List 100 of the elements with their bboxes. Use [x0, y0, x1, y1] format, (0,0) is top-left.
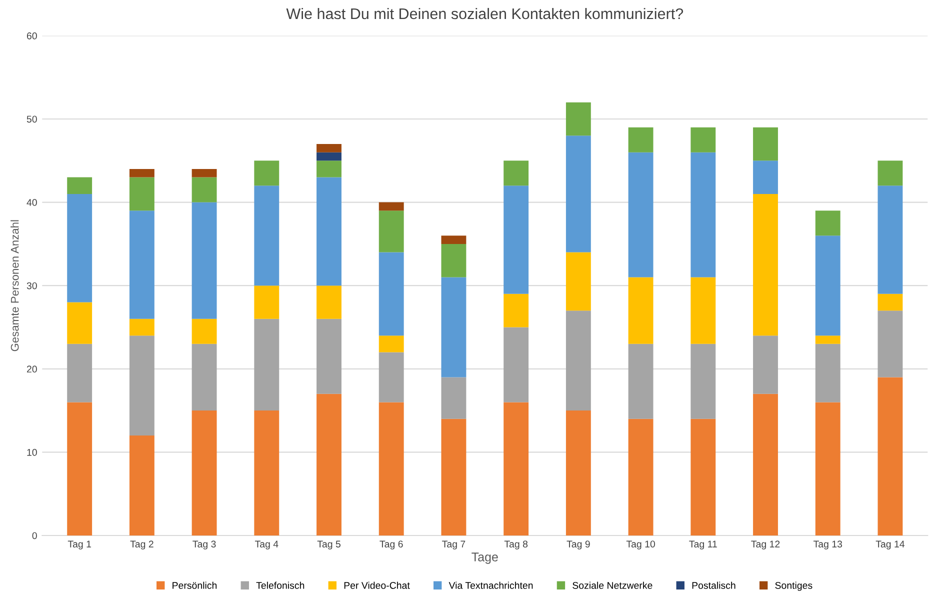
y-tick-label: 0 — [32, 532, 37, 540]
bar — [566, 252, 591, 311]
bar — [753, 394, 778, 536]
bar — [441, 377, 466, 419]
x-tick-label: Tag 6 — [380, 540, 403, 550]
y-axis-title: Gesamte Personen Anzahl — [10, 220, 19, 352]
bar — [690, 277, 716, 344]
bar — [690, 344, 716, 419]
bar — [566, 310, 591, 411]
bar — [192, 318, 217, 344]
bar — [628, 344, 654, 419]
bar — [67, 194, 92, 302]
x-tick-label: Tag 8 — [504, 540, 528, 550]
bar — [753, 336, 778, 394]
legend-label: Soziale Netzwerke — [572, 582, 652, 589]
bar — [316, 318, 342, 394]
legend-label: Sontiges — [775, 582, 812, 591]
bar — [878, 377, 903, 536]
bar — [129, 336, 154, 436]
bar — [504, 160, 529, 186]
bar — [504, 327, 529, 402]
bar — [878, 186, 903, 294]
bar — [378, 402, 404, 536]
bar — [378, 352, 404, 402]
x-tick-label: Tag 5 — [317, 540, 340, 550]
bar — [815, 344, 840, 402]
x-tick-label: Tag 2 — [130, 540, 154, 550]
bar — [504, 402, 529, 536]
y-tick-label: 10 — [27, 448, 37, 456]
bar — [316, 286, 342, 319]
bar — [192, 177, 217, 202]
bar — [566, 136, 591, 252]
bar — [441, 244, 466, 278]
x-tick-label: Tag 11 — [689, 540, 717, 550]
bar — [378, 210, 404, 252]
bar — [192, 410, 217, 536]
legend-label: Per Video-Chat — [344, 582, 410, 589]
x-tick-label: Tag 3 — [192, 540, 216, 550]
bar — [316, 177, 342, 286]
x-tick-label: Tag 14 — [876, 540, 905, 550]
legend-label: Telefonisch — [256, 582, 304, 589]
bar — [254, 410, 280, 536]
bar — [690, 152, 716, 278]
bar — [753, 194, 778, 336]
legend-label: Postalisch — [692, 582, 736, 589]
y-tick-label: 20 — [26, 366, 37, 373]
bar — [67, 302, 92, 344]
bar — [628, 127, 654, 152]
bar — [566, 102, 591, 136]
bar — [690, 418, 716, 536]
bar — [441, 236, 466, 244]
bar — [878, 160, 903, 186]
bar — [878, 310, 903, 378]
x-axis-title: Tage — [472, 552, 498, 564]
bar — [378, 202, 404, 211]
y-tick-label: 40 — [26, 199, 37, 206]
x-tick-label: Tag 13 — [813, 540, 842, 550]
bar — [129, 168, 154, 178]
bar — [254, 160, 280, 186]
legend-label: Persönlich — [172, 582, 217, 589]
bar — [192, 168, 217, 178]
bar — [192, 202, 217, 319]
bar — [129, 210, 154, 319]
bar — [129, 177, 154, 211]
bar — [504, 294, 529, 328]
bar — [753, 160, 778, 194]
bar — [254, 186, 280, 286]
bar — [316, 144, 342, 152]
bar — [67, 177, 92, 194]
bar — [628, 152, 654, 278]
x-tick-label: Tag 7 — [442, 540, 466, 550]
bar — [566, 410, 591, 536]
x-tick-label: Tag 9 — [566, 540, 590, 550]
bar — [628, 277, 654, 344]
y-tick-label: 50 — [26, 116, 37, 123]
bar — [815, 402, 840, 536]
bar — [378, 336, 404, 352]
bar — [316, 160, 342, 178]
bar — [316, 394, 342, 536]
bar — [441, 277, 466, 378]
bar — [753, 127, 778, 161]
bar — [690, 127, 716, 152]
bar — [129, 318, 154, 336]
chart-title: Wie hast Du mit Deinen sozialen Kontakten kommuniziert? — [286, 8, 684, 20]
x-tick-label: Tag 12 — [751, 540, 780, 550]
bar — [254, 318, 280, 411]
x-tick-label: Tag 10 — [626, 540, 656, 550]
bar — [504, 186, 529, 294]
bar — [67, 402, 92, 536]
x-tick-label: Tag 4 — [254, 540, 278, 550]
bar — [254, 286, 280, 319]
y-tick-label: 30 — [26, 282, 37, 290]
x-tick-label: Tag 1 — [68, 540, 91, 550]
legend-label: Via Textnachrichten — [448, 582, 533, 589]
bar — [378, 252, 404, 336]
bar — [628, 418, 654, 536]
bar — [815, 236, 840, 336]
bar — [316, 152, 342, 161]
bar — [815, 210, 840, 236]
bar — [129, 436, 154, 536]
